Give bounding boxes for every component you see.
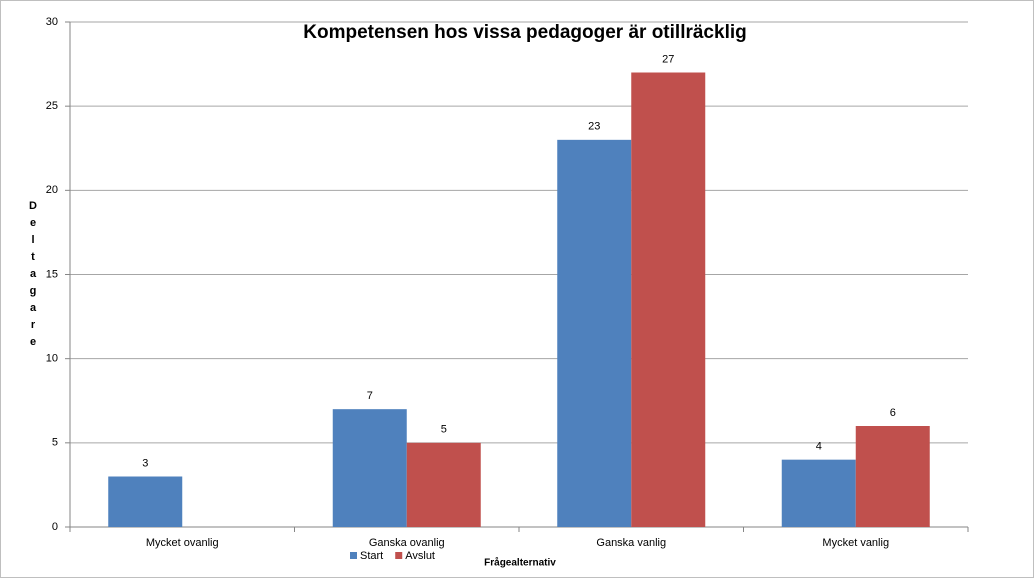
legend-swatch — [350, 552, 357, 559]
y-tick-label: 30 — [46, 16, 58, 28]
y-tick-label: 10 — [46, 353, 58, 365]
value-label: 7 — [367, 390, 373, 402]
x-axis-title: Frågealternativ — [484, 557, 556, 569]
y-tick-label: 15 — [46, 268, 58, 280]
value-label: 6 — [890, 407, 896, 419]
value-label: 23 — [588, 121, 600, 133]
bar — [406, 442, 481, 527]
y-tick-label: 5 — [52, 437, 58, 449]
bar — [108, 476, 183, 527]
legend-label: Avslut — [405, 550, 435, 562]
bar — [781, 459, 856, 527]
bar — [855, 426, 930, 527]
bar — [631, 72, 706, 527]
value-label: 4 — [816, 441, 822, 453]
y-axis-title: Deltagare — [27, 200, 39, 353]
legend-swatch — [395, 552, 403, 559]
legend-label: Start — [360, 550, 383, 562]
y-tick-label: 25 — [46, 100, 58, 112]
x-tick-label: Mycket ovanlig — [146, 537, 219, 549]
bar — [557, 139, 632, 528]
x-tick-label: Ganska ovanlig — [369, 537, 445, 549]
x-tick-label: Ganska vanlig — [596, 537, 666, 549]
chart-title: Kompetensen hos vissa pedagoger är otill… — [303, 22, 746, 43]
x-tick-label: Mycket vanlig — [822, 537, 889, 549]
value-label: 5 — [441, 424, 447, 436]
y-tick-label: 0 — [52, 521, 58, 533]
y-tick-label: 20 — [46, 184, 58, 196]
bar — [332, 409, 407, 527]
value-label: 27 — [662, 53, 674, 65]
value-label: 3 — [142, 457, 148, 469]
